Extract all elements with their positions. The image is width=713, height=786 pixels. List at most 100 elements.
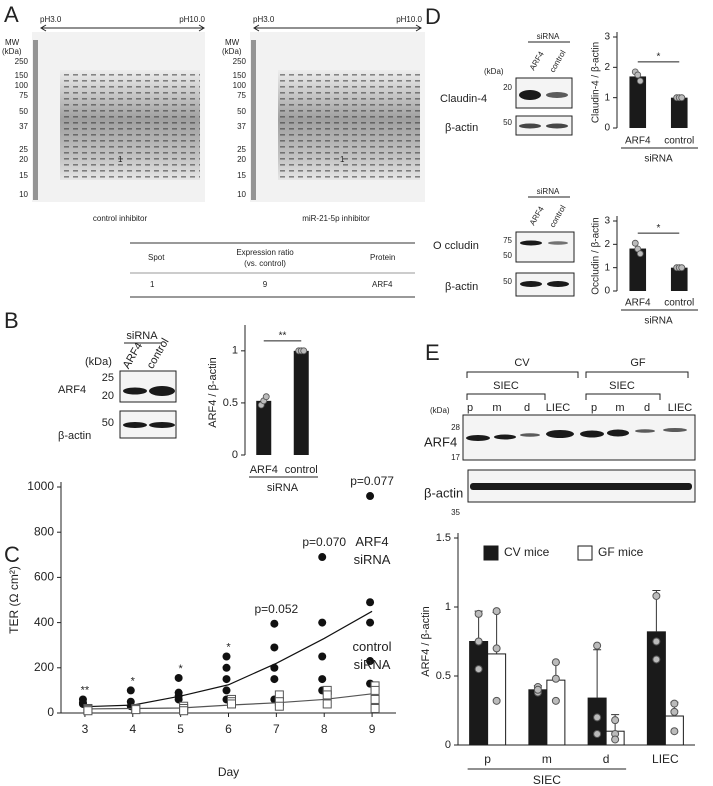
row-label: β-actin: [424, 485, 463, 500]
row-label: β-actin: [445, 122, 478, 134]
y-tick-label: 2: [604, 62, 610, 73]
bar: [528, 689, 548, 746]
y-tick-label: 3: [604, 32, 610, 43]
spot-label: 1: [340, 155, 345, 164]
marker-label: 20: [503, 83, 512, 92]
data-point: [179, 706, 189, 716]
table-rules: [130, 242, 415, 298]
ph-label: pH10.0: [179, 15, 205, 24]
x-tick-label: 9: [369, 722, 376, 736]
annotation: *: [131, 675, 136, 687]
y-tick-label: 0.5: [436, 670, 451, 682]
x-tick-label: LIEC: [652, 752, 679, 766]
x-tick-label: ARF4: [625, 298, 651, 309]
data-point: [322, 699, 332, 709]
x-tick-label: 8: [321, 722, 328, 736]
group-label: siRNA: [126, 330, 158, 342]
series-label: control siRNA: [352, 639, 391, 672]
x-tick-label: 3: [82, 722, 89, 736]
table-header: (vs. control): [244, 259, 286, 268]
gel-left: [32, 32, 205, 202]
panel-label: D: [425, 4, 441, 29]
subgroup-bracket: [466, 393, 661, 400]
mw-marker: 10: [19, 190, 28, 199]
data-point: [366, 657, 375, 666]
mw-marker: 50: [19, 107, 28, 116]
data-point: [611, 735, 620, 744]
y-tick-label: 0.5: [223, 397, 238, 409]
x-tick-label: 6: [225, 722, 232, 736]
data-point: [678, 94, 686, 102]
data-point: [636, 77, 644, 85]
data-point: [370, 694, 380, 704]
group-label: siRNA: [537, 187, 560, 196]
panel-label: A: [4, 2, 19, 27]
mw-label: (kDa): [222, 47, 242, 56]
data-point: [126, 686, 135, 695]
mw-marker: 250: [233, 57, 247, 66]
data-point: [474, 609, 483, 618]
row-label: β-actin: [445, 281, 478, 293]
blot: [119, 370, 177, 439]
data-point: [222, 686, 231, 695]
y-tick-label: 1: [445, 601, 451, 613]
x-tick-label: ARF4: [625, 136, 651, 147]
y-tick-label: 0: [604, 286, 610, 297]
kda-label: (kDa): [484, 67, 504, 76]
data-point: [593, 641, 602, 650]
gel-caption: control inhibitor: [93, 214, 148, 223]
mw-label: MW: [5, 38, 20, 47]
data-point: [652, 591, 661, 600]
ph-label: pH3.0: [40, 15, 62, 24]
lane-label: ARF4: [528, 204, 546, 227]
significance: *: [657, 223, 661, 234]
error-bar: [593, 649, 602, 699]
data-point: [670, 727, 679, 736]
lane-label: m: [492, 402, 501, 414]
data-point: [366, 598, 375, 607]
kda-label: (kDa): [430, 406, 450, 415]
spot-label: 1: [118, 155, 123, 164]
data-point: [262, 393, 270, 401]
data-point: [631, 239, 639, 247]
y-tick-label: 0: [604, 123, 610, 134]
marker-label: 17: [451, 453, 460, 462]
data-point: [174, 673, 183, 682]
x-tick-label: p: [484, 752, 491, 766]
data-point: [318, 652, 327, 661]
data-point: [370, 703, 380, 713]
y-tick-label: 400: [34, 615, 54, 629]
bar: [293, 350, 309, 455]
y-tick-label: 0: [445, 739, 451, 751]
blot: [462, 414, 696, 503]
mw-marker: 15: [19, 171, 28, 180]
mw-marker: 10: [237, 190, 246, 199]
bar: [546, 679, 566, 746]
annotation: **: [81, 684, 90, 696]
marker-label: 25: [102, 372, 114, 384]
marker-label: 35: [451, 508, 460, 517]
data-point: [222, 675, 231, 684]
mw-marker: 37: [237, 122, 246, 131]
data-point: [270, 643, 279, 652]
mw-marker: 15: [237, 171, 246, 180]
y-tick-label: 3: [604, 216, 610, 227]
x-tick-label: 4: [129, 722, 136, 736]
data-point: [593, 713, 602, 722]
table-header: Spot: [148, 253, 165, 262]
data-point: [636, 250, 644, 258]
group-label: siRNA: [267, 482, 299, 494]
bar: [629, 76, 647, 128]
mw-label: (kDa): [2, 47, 22, 56]
row-label: β-actin: [58, 430, 91, 442]
y-tick-label: 1: [604, 92, 610, 103]
data-point: [652, 655, 661, 664]
y-tick-label: 600: [34, 570, 54, 584]
table-header: Protein: [370, 253, 395, 262]
lane-label: d: [524, 402, 530, 414]
y-tick-label: 2: [604, 239, 610, 250]
bar: [646, 631, 666, 746]
data-point: [474, 637, 483, 646]
